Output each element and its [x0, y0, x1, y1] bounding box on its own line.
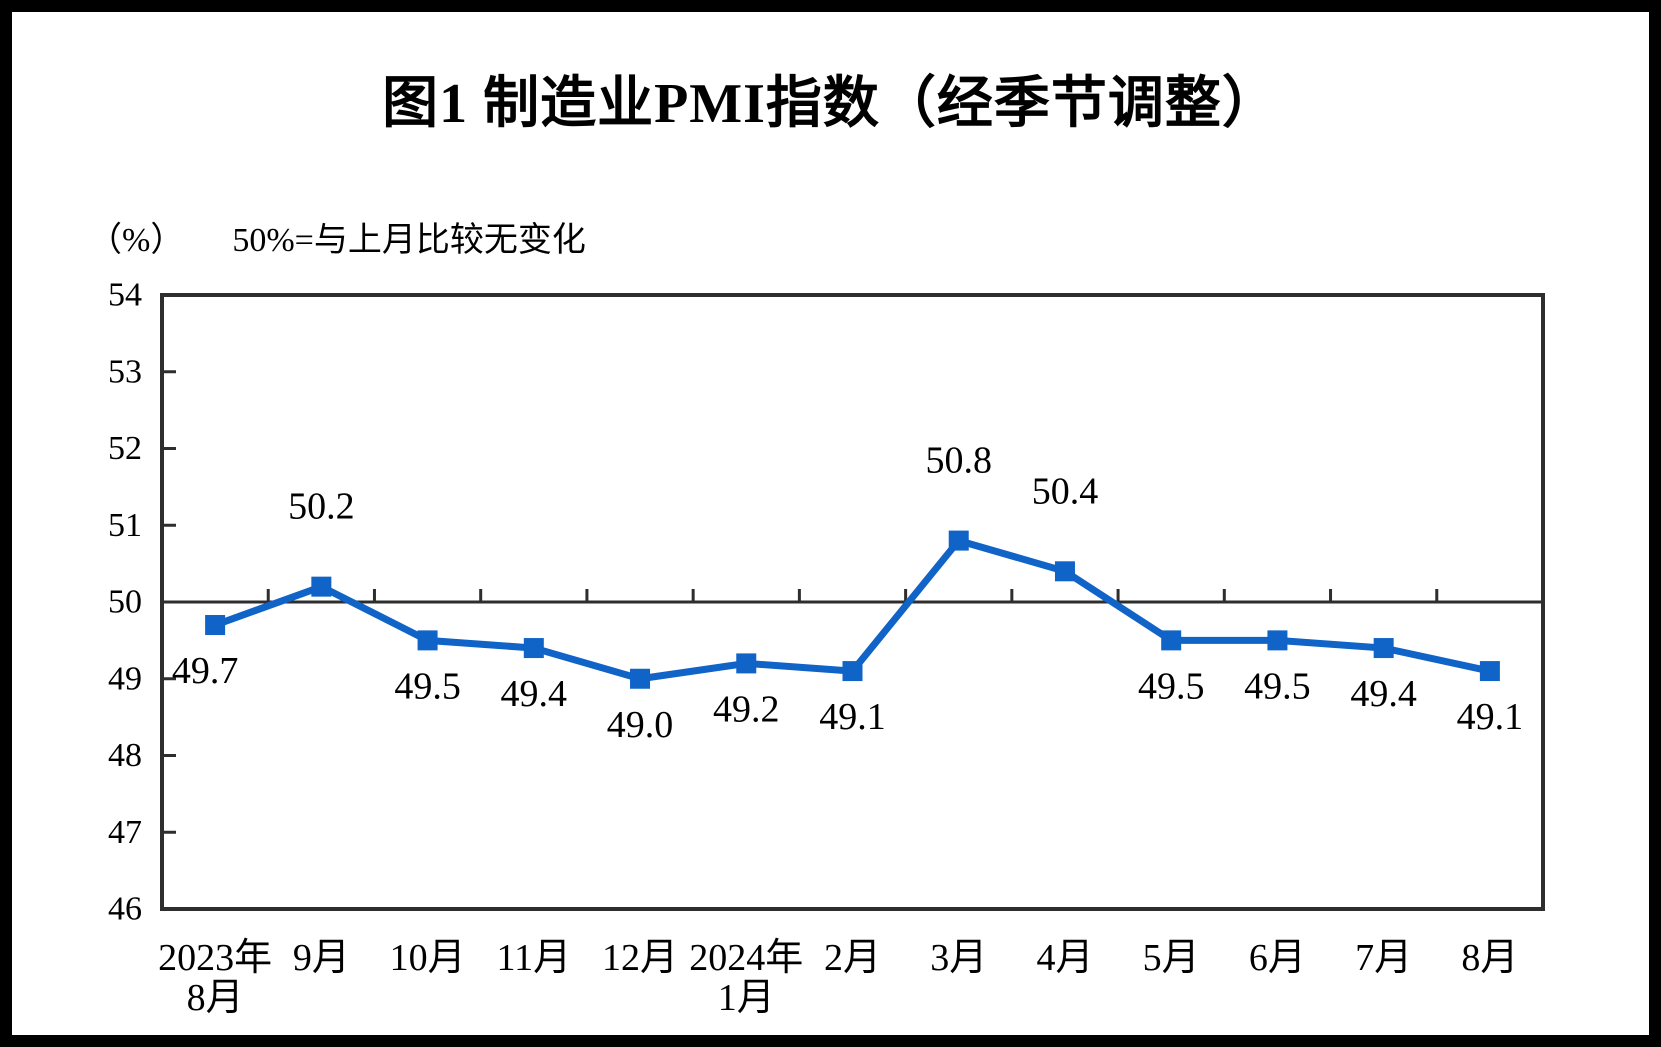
y-axis-label: 52 [108, 430, 142, 467]
x-axis-label: 4月 [1036, 937, 1093, 979]
y-axis-label: 53 [108, 353, 142, 390]
x-axis-label: 3月 [930, 937, 987, 979]
data-point-marker [205, 615, 226, 636]
pmi-line [213, 536, 1491, 683]
unit-label: （%） [88, 222, 185, 259]
data-label: 49.0 [607, 704, 674, 746]
axes [160, 293, 1545, 911]
x-axis-label: 5月 [1143, 937, 1200, 979]
data-label: 50.8 [925, 440, 992, 482]
data-point-marker [1373, 638, 1394, 659]
data-label: 49.1 [1457, 696, 1524, 738]
data-label: 49.1 [819, 696, 886, 738]
x-axis-label: 2024年 [689, 937, 803, 979]
data-point-marker [842, 661, 863, 682]
x-axis-label: 2月 [824, 937, 881, 979]
data-point-marker [311, 576, 332, 597]
data-point-marker [1267, 630, 1288, 651]
data-label: 50.4 [1032, 470, 1099, 512]
data-label: 49.5 [1244, 665, 1311, 707]
y-axis-label: 47 [108, 814, 142, 851]
data-label: 49.5 [394, 665, 461, 707]
y-axis-label: 49 [108, 660, 142, 697]
x-axis-label: 2023年 [158, 937, 272, 979]
y-axis-label: 51 [108, 507, 142, 544]
data-point-marker [417, 630, 438, 651]
data-label: 49.7 [172, 650, 239, 692]
data-label: 49.4 [1350, 673, 1417, 715]
data-point-marker [1161, 630, 1182, 651]
y-axis-label: 54 [108, 277, 142, 314]
x-axis-label: 11月 [497, 937, 572, 979]
reference-note: 50%=与上月比较无变化 [232, 222, 586, 259]
x-axis-label: 6月 [1249, 937, 1306, 979]
data-point-marker [736, 653, 757, 674]
data-point-marker [1479, 661, 1500, 682]
x-axis-label: 9月 [293, 937, 350, 979]
data-label: 49.4 [501, 673, 568, 715]
x-axis-label: 10月 [390, 937, 466, 979]
x-axis-label: 7月 [1355, 937, 1412, 979]
data-point-marker [948, 530, 969, 551]
pmi-series [205, 530, 1500, 689]
data-label: 49.5 [1138, 665, 1205, 707]
y-axis-label: 46 [108, 891, 142, 928]
y-axis-label: 50 [108, 584, 142, 621]
y-axis-labels: 54 53 52 51 50 49 48 47 46 [108, 277, 142, 928]
x-axis-label: 8月 [187, 977, 244, 1019]
x-axis-label: 1月 [718, 977, 775, 1019]
chart-title: 图1 制造业PMI指数（经季节调整） [382, 73, 1279, 135]
data-labels: 49.7 50.2 49.5 49.4 49.0 49.2 49.1 50.8 50.4 49.5… [172, 440, 1523, 746]
data-label: 49.2 [713, 688, 780, 730]
y-axis-label: 48 [108, 737, 142, 774]
data-point-marker [523, 638, 544, 659]
x-axis-label: 8月 [1461, 937, 1518, 979]
data-label: 50.2 [288, 486, 355, 528]
data-point-marker [1054, 561, 1075, 582]
x-axis-label: 12月 [602, 937, 678, 979]
axis-unit-note: （%） 50%=与上月比较无变化 [88, 212, 586, 261]
data-point-marker [630, 668, 651, 689]
